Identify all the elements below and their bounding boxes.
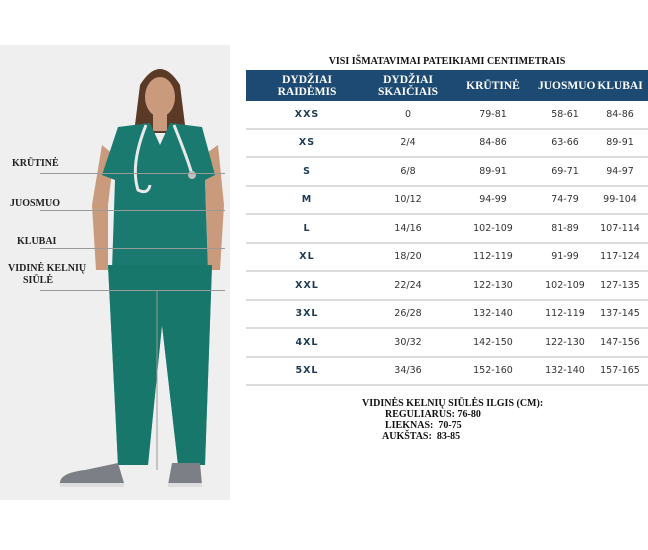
- hips-cell: 89-91: [606, 137, 634, 149]
- inseam-title: VIDINĖS KELNIŲ SIŪLĖS ILGIS (CM):: [362, 398, 544, 409]
- waist-cell: 81-89: [551, 222, 579, 234]
- number-size-cell: 0: [404, 108, 412, 120]
- hips-cell: 147-156: [600, 336, 640, 348]
- waist-cell: 102-109: [545, 279, 585, 291]
- waist-cell: 74-79: [551, 194, 579, 206]
- hips-cell: 137-145: [600, 308, 640, 320]
- table-row: XXL 22/24 122-130 102-109 127-135: [246, 272, 648, 301]
- header-letter-sizes: DYDŽIAI RAIDĖMIS: [246, 74, 368, 98]
- letter-size-cell: XS: [298, 137, 316, 149]
- table-row: XL 18/20 112-119 91-99 117-124: [246, 244, 648, 272]
- header-chest: KRŪTINĖ: [466, 79, 520, 92]
- hips-cell: 107-114: [600, 222, 640, 234]
- table-row: S 6/8 89-91 69-71 94-97: [246, 158, 648, 187]
- hips-cell: 94-97: [606, 165, 634, 177]
- chart-title: VISI IŠMATAVIMAI PATEIKIAMI CENTIMETRAIS: [328, 56, 566, 67]
- hips-cell: 84-86: [606, 108, 634, 120]
- chest-cell: 142-150: [473, 336, 513, 348]
- inseam-info: VIDINĖS KELNIŲ SIŪLĖS ILGIS (CM): REGULI…: [362, 398, 543, 442]
- number-size-cell: 10/12: [394, 194, 422, 206]
- table-row: 5XL 34/36 152-160 132-140 157-165: [246, 358, 648, 386]
- header-line: SKAIČIAIS: [377, 85, 439, 98]
- number-size-cell: 18/20: [394, 251, 422, 263]
- letter-size-cell: 4XL: [295, 336, 319, 348]
- number-size-cell: 14/16: [394, 222, 422, 234]
- chest-cell: 84-86: [479, 137, 507, 149]
- letter-size-cell: S: [303, 165, 311, 177]
- inseam-petite: LIEKNAS: 70-75: [385, 420, 462, 431]
- hips-cell: 127-135: [600, 279, 640, 291]
- letter-size-cell: XXS: [294, 108, 320, 120]
- number-size-cell: 34/36: [394, 365, 422, 377]
- header-line: DYDŽIAI: [282, 73, 332, 86]
- inseam-label-line2: SIŪLĖ: [23, 275, 54, 286]
- chest-label: KRŪTINĖ: [12, 158, 59, 169]
- waist-cell: 63-66: [551, 137, 579, 149]
- waist-cell: 91-99: [551, 251, 579, 263]
- letter-size-cell: XXL: [295, 279, 319, 291]
- model-panel: [0, 45, 230, 500]
- waist-cell: 58-61: [551, 108, 579, 120]
- letter-size-cell: L: [303, 222, 311, 234]
- letter-size-cell: 5XL: [295, 365, 319, 377]
- hips-line: [40, 248, 225, 249]
- number-size-cell: 26/28: [394, 308, 422, 320]
- waist-cell: 69-71: [551, 165, 579, 177]
- chest-cell: 79-81: [479, 108, 507, 120]
- hips-cell: 99-104: [603, 194, 637, 206]
- header-number-sizes: DYDŽIAI SKAIČIAIS: [368, 74, 448, 98]
- letter-size-cell: M: [301, 194, 313, 206]
- inseam-tall: AUKŠTAS: 83-85: [382, 431, 461, 442]
- waist-cell: 132-140: [545, 365, 585, 377]
- table-header: DYDŽIAI RAIDĖMIS DYDŽIAI SKAIČIAIS KRŪTINĖ…: [246, 70, 648, 101]
- waist-label: JUOSMUO: [10, 198, 60, 209]
- chest-cell: 132-140: [473, 308, 513, 320]
- waist-line: [40, 210, 225, 211]
- hips-label: KLUBAI: [17, 236, 57, 247]
- inseam-regular: REGULIARUS: 76-80: [385, 409, 481, 420]
- header-waist: JUOSMUO: [538, 79, 596, 92]
- number-size-cell: 2/4: [400, 137, 416, 149]
- inseam-line: [40, 290, 225, 291]
- number-size-cell: 22/24: [394, 279, 422, 291]
- size-table: DYDŽIAI RAIDĖMIS DYDŽIAI SKAIČIAIS KRŪTINĖ…: [246, 70, 648, 386]
- table-row: XS 2/4 84-86 63-66 89-91: [246, 130, 648, 158]
- table-row: XXS 0 79-81 58-61 84-86: [246, 101, 648, 130]
- header-hips: KLUBAI: [597, 79, 643, 92]
- table-row: 4XL 30/32 142-150 122-130 147-156: [246, 329, 648, 358]
- chest-cell: 112-119: [473, 251, 513, 263]
- chest-cell: 122-130: [473, 279, 513, 291]
- waist-cell: 122-130: [545, 336, 585, 348]
- header-line: RAIDĖMIS: [277, 85, 337, 98]
- inseam-label-line1: VIDINĖ KELNIŲ: [8, 263, 87, 274]
- chest-cell: 89-91: [479, 165, 507, 177]
- table-row: M 10/12 94-99 74-79 99-104: [246, 187, 648, 215]
- waist-cell: 112-119: [545, 308, 585, 320]
- header-line: DYDŽIAI: [383, 73, 433, 86]
- letter-size-cell: XL: [299, 251, 315, 263]
- chest-cell: 94-99: [479, 194, 507, 206]
- model-figure-image: [59, 69, 224, 487]
- chest-cell: 152-160: [473, 365, 513, 377]
- letter-size-cell: 3XL: [295, 308, 319, 320]
- chest-cell: 102-109: [473, 222, 513, 234]
- table-row: 3XL 26/28 132-140 112-119 137-145: [246, 301, 648, 329]
- table-row: L 14/16 102-109 81-89 107-114: [246, 215, 648, 244]
- number-size-cell: 6/8: [400, 165, 416, 177]
- number-size-cell: 30/32: [394, 336, 422, 348]
- chest-line: [40, 173, 225, 174]
- hips-cell: 117-124: [600, 251, 640, 263]
- hips-cell: 157-165: [600, 365, 640, 377]
